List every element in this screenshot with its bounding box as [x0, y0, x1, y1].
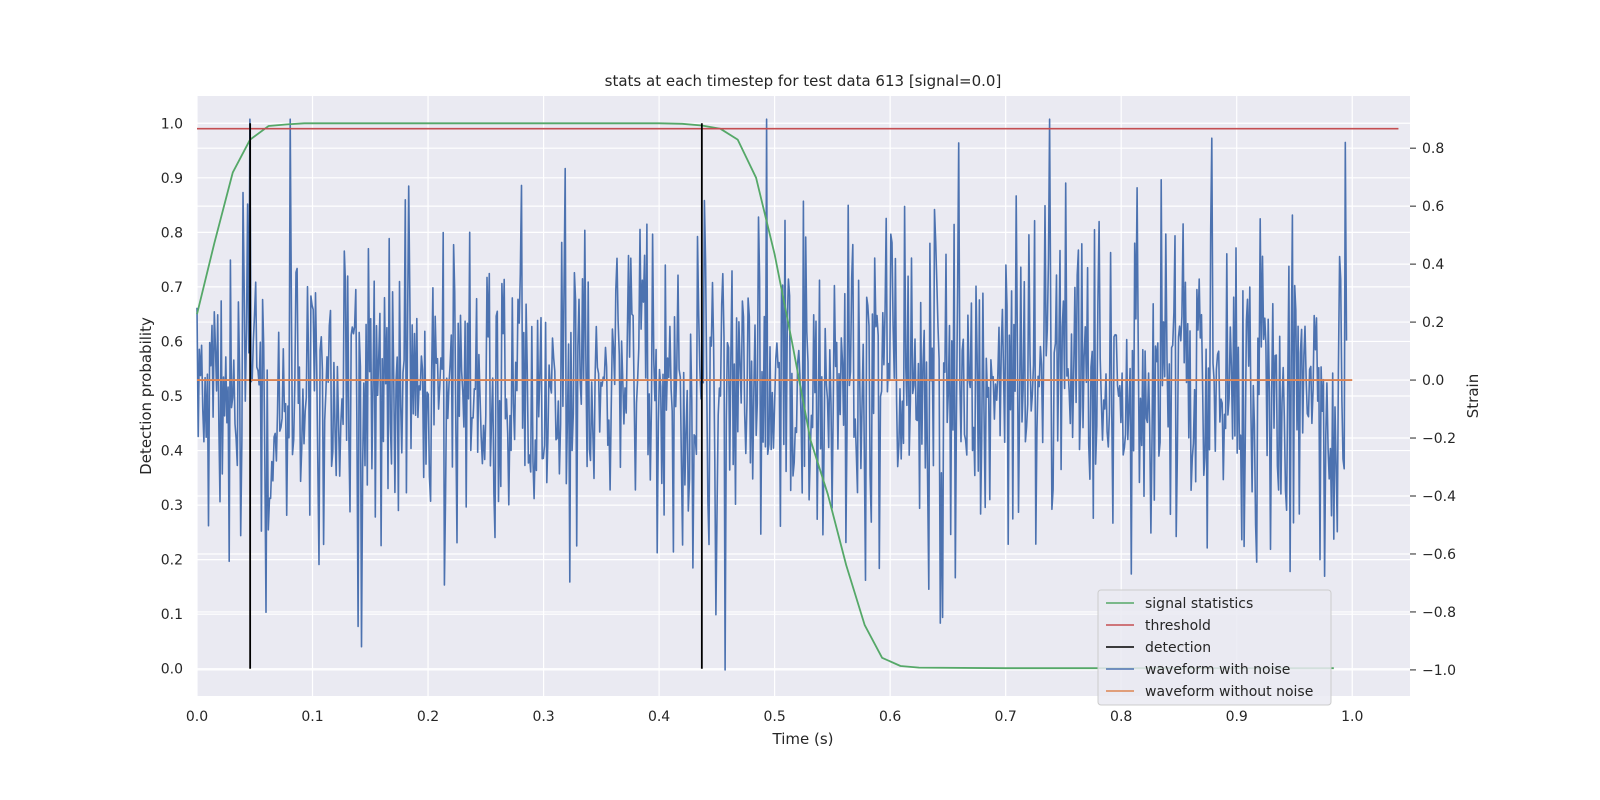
series-group: [196, 118, 1399, 671]
series-signal-statistics: [196, 122, 1334, 670]
legend-entry-waveform-with-noise: waveform with noise: [1106, 662, 1290, 678]
y-axis-left: 0.0 0.1 0.2 0.3 0.4 0.5 0.6 0.7 0.8 0.9 1.0: [161, 116, 183, 677]
chart-title: stats at each timestep for test data 613…: [605, 72, 1002, 90]
y-left-tick-label: 0.5: [161, 389, 183, 405]
y-left-tick-label: 1.0: [161, 116, 183, 132]
y-right-tick-label: 0.8: [1422, 141, 1444, 157]
y-right-tick-label: 0.6: [1422, 199, 1444, 215]
x-tick-label: 0.1: [301, 709, 323, 725]
y-left-tick-label: 0.0: [161, 662, 183, 678]
legend: signal statistics threshold detection wa…: [1097, 589, 1332, 706]
y-axis-right: −1.0 −0.8 −0.6 −0.4 −0.2 0.0 0.2 0.4 0.6 0.8: [1410, 141, 1456, 679]
x-tick-label: 0.3: [532, 709, 554, 725]
x-tick-label: 0.9: [1226, 709, 1248, 725]
y-left-tick-label: 0.6: [161, 334, 183, 350]
legend-box: [1097, 589, 1332, 706]
x-tick-label: 0.6: [879, 709, 901, 725]
x-tick-label: 0.5: [763, 709, 785, 725]
y-right-tick-label: 0.0: [1422, 373, 1444, 389]
legend-label: threshold: [1145, 618, 1211, 634]
x-tick-label: 0.8: [1110, 709, 1132, 725]
y-left-tick-label: 0.2: [161, 553, 183, 569]
legend-label: detection: [1145, 640, 1211, 656]
x-axis: 0.0 0.1 0.2 0.3 0.4 0.5 0.6 0.7 0.8 0.9 1.0: [186, 709, 1364, 725]
legend-label: waveform with noise: [1145, 662, 1290, 678]
y-right-tick-label: −0.8: [1422, 605, 1456, 621]
y-right-tick-label: −0.4: [1422, 489, 1456, 505]
y-right-tick-label: −0.2: [1422, 431, 1456, 447]
y-left-tick-label: 0.8: [161, 225, 183, 241]
y-right-tick-label: 0.2: [1422, 315, 1444, 331]
y-left-tick-label: 0.4: [161, 444, 183, 460]
y-left-tick-label: 0.9: [161, 171, 183, 187]
legend-entry-detection: detection: [1106, 640, 1211, 656]
legend-entry-waveform-without-noise: waveform without noise: [1106, 684, 1313, 700]
x-tick-label: 0.4: [648, 709, 670, 725]
y-left-tick-label: 0.3: [161, 498, 183, 514]
y-axis-left-label: Detection probability: [137, 317, 155, 475]
x-axis-label: Time (s): [772, 730, 834, 748]
y-left-tick-label: 0.1: [161, 607, 183, 623]
y-right-tick-label: −1.0: [1422, 663, 1456, 679]
x-tick-label: 0.2: [417, 709, 439, 725]
y-left-tick-label: 0.7: [161, 280, 183, 296]
x-tick-label: 0.7: [995, 709, 1017, 725]
legend-entry-signal-statistics: signal statistics: [1106, 596, 1253, 612]
legend-label: signal statistics: [1145, 596, 1253, 612]
x-tick-label: 1.0: [1341, 709, 1363, 725]
y-right-tick-label: 0.4: [1422, 257, 1444, 273]
legend-entry-threshold: threshold: [1106, 618, 1211, 634]
x-tick-label: 0.0: [186, 709, 208, 725]
y-axis-right-label: Strain: [1464, 374, 1482, 418]
legend-label: waveform without noise: [1145, 684, 1313, 700]
series-waveform-with-noise: [196, 118, 1348, 671]
y-right-tick-label: −0.6: [1422, 547, 1456, 563]
